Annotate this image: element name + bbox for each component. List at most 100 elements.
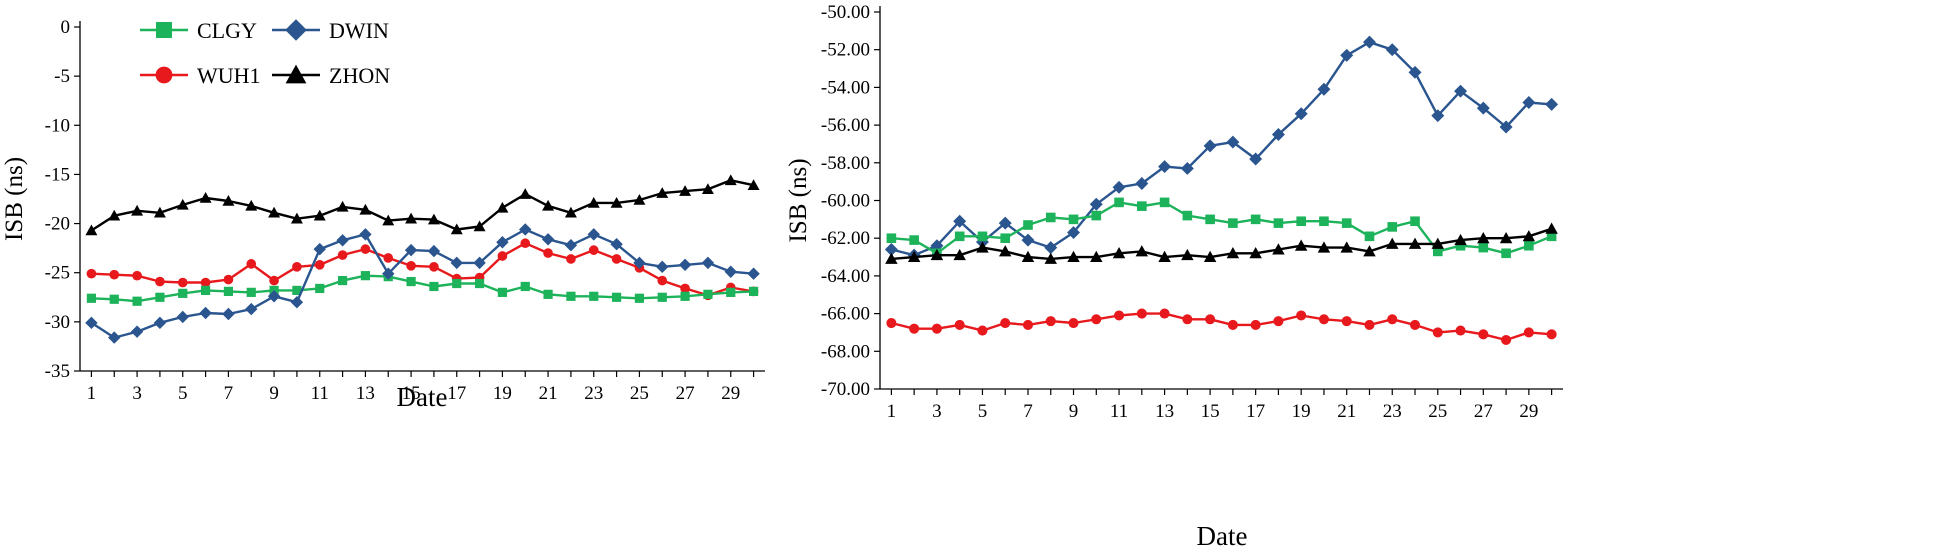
data-point-zhon bbox=[610, 196, 623, 208]
left-chart: 0-5-10-15-20-25-30-351 3 5 7 9 11 13 15 17 19 21 23… bbox=[1, 17, 765, 412]
data-point-zhon bbox=[1272, 243, 1285, 255]
data-point-zhon bbox=[1317, 241, 1331, 253]
data-point-zhon bbox=[953, 248, 966, 261]
data-point-clgy bbox=[726, 287, 736, 297]
data-point-clgy bbox=[611, 292, 622, 302]
data-point-dwin bbox=[427, 244, 441, 258]
data-point-zhon bbox=[313, 209, 326, 221]
data-point-zhon bbox=[199, 192, 212, 203]
data-point-zhon bbox=[564, 206, 577, 218]
data-point-wuh1 bbox=[954, 319, 965, 330]
x-tick-label: 17 bbox=[1246, 401, 1265, 422]
data-point-wuh1 bbox=[1022, 319, 1034, 330]
x-tick-label: 13 bbox=[1155, 401, 1174, 422]
data-point-zhon bbox=[450, 223, 463, 235]
data-point-wuh1 bbox=[223, 274, 234, 285]
legend-marker-wuh1 bbox=[155, 66, 173, 84]
data-point-dwin bbox=[1067, 226, 1080, 240]
x-tick-label: 7 bbox=[224, 383, 234, 404]
data-point-wuh1 bbox=[429, 261, 439, 272]
data-point-zhon bbox=[1545, 222, 1558, 234]
data-point-wuh1 bbox=[1045, 316, 1056, 327]
right-chart: -50.00 -52.00 -54.00 -56.00 -58.00 -60.00 -62.… bbox=[785, 2, 1563, 551]
data-point-clgy bbox=[1023, 220, 1033, 230]
data-point-wuh1 bbox=[1501, 334, 1512, 346]
data-point-dwin bbox=[541, 233, 555, 246]
data-point-dwin bbox=[953, 214, 967, 228]
data-point-clgy bbox=[1478, 242, 1489, 253]
data-point-zhon bbox=[1408, 237, 1422, 249]
data-point-clgy bbox=[132, 296, 142, 306]
data-point-zhon bbox=[1499, 231, 1513, 244]
data-point-zhon bbox=[1522, 230, 1536, 242]
data-point-wuh1 bbox=[1250, 319, 1261, 330]
data-point-zhon bbox=[176, 198, 189, 210]
data-point-wuh1 bbox=[1136, 308, 1147, 319]
data-point-zhon bbox=[1431, 237, 1445, 249]
x-tick-label: 5 bbox=[178, 383, 188, 404]
data-point-dwin bbox=[1089, 197, 1103, 211]
x-tick-label: 17 bbox=[447, 383, 466, 404]
data-point-zhon bbox=[1477, 231, 1490, 244]
data-point-zhon bbox=[222, 194, 235, 206]
x-tick-label: 1 bbox=[887, 401, 897, 422]
data-point-dwin bbox=[450, 256, 463, 270]
data-point-dwin bbox=[1158, 160, 1172, 174]
data-point-dwin bbox=[245, 302, 258, 316]
data-point-dwin bbox=[1317, 82, 1331, 96]
data-point-dwin bbox=[1203, 139, 1217, 153]
data-point-dwin bbox=[153, 316, 167, 330]
data-point-zhon bbox=[1294, 239, 1308, 251]
data-point-dwin bbox=[496, 236, 509, 249]
data-point-clgy bbox=[223, 286, 234, 296]
data-point-clgy bbox=[977, 231, 988, 242]
x-tick-label: 1 bbox=[87, 383, 97, 404]
data-point-zhon bbox=[587, 196, 600, 208]
data-point-zhon bbox=[405, 212, 418, 224]
data-point-clgy bbox=[886, 233, 897, 243]
data-point-clgy bbox=[1364, 231, 1375, 242]
data-point-wuh1 bbox=[292, 261, 302, 272]
data-point-wuh1 bbox=[1364, 319, 1375, 330]
data-point-clgy bbox=[429, 281, 439, 292]
data-point-wuh1 bbox=[1296, 310, 1307, 321]
x-tick-label: 25 bbox=[1428, 401, 1447, 422]
y-tick-label: -52.00 bbox=[821, 40, 870, 61]
data-point-clgy bbox=[954, 231, 965, 242]
data-point-zhon bbox=[1181, 248, 1194, 261]
data-point-wuh1 bbox=[520, 238, 531, 249]
series-line-zhon bbox=[891, 227, 1552, 261]
data-point-wuh1 bbox=[337, 250, 348, 260]
y-tick-label: -30 bbox=[45, 312, 70, 333]
data-point-wuh1 bbox=[977, 325, 988, 336]
data-point-zhon bbox=[1454, 233, 1467, 246]
data-point-clgy bbox=[109, 294, 119, 304]
series-line-zhon bbox=[90, 179, 754, 232]
data-point-wuh1 bbox=[680, 283, 690, 294]
x-tick-label: 11 bbox=[311, 383, 329, 404]
y-tick-label: -25 bbox=[45, 263, 70, 284]
x-tick-label: 13 bbox=[356, 383, 375, 404]
data-point-wuh1 bbox=[1205, 314, 1216, 325]
legend-marker-dwin bbox=[285, 19, 307, 41]
data-point-clgy bbox=[406, 276, 416, 287]
data-point-clgy bbox=[1159, 197, 1170, 208]
data-point-clgy bbox=[566, 291, 576, 301]
data-point-wuh1 bbox=[931, 323, 942, 334]
data-point-wuh1 bbox=[1273, 316, 1284, 327]
legend: CLGY DWIN WUH1 ZHON bbox=[140, 18, 390, 88]
data-point-dwin bbox=[656, 260, 669, 274]
data-point-wuh1 bbox=[1091, 314, 1102, 325]
x-tick-label: 27 bbox=[1474, 401, 1493, 422]
x-tick-label: 27 bbox=[676, 383, 695, 404]
data-point-dwin bbox=[222, 307, 235, 321]
data-point-zhon bbox=[1090, 250, 1103, 263]
data-point-wuh1 bbox=[886, 317, 897, 329]
data-point-dwin bbox=[1408, 65, 1422, 79]
data-point-dwin bbox=[1021, 233, 1035, 247]
data-point-dwin bbox=[587, 228, 600, 241]
data-point-zhon bbox=[382, 214, 395, 226]
series-line-wuh1 bbox=[891, 312, 1552, 342]
data-point-dwin bbox=[1476, 101, 1490, 115]
y-axis-label: ISB (ns) bbox=[785, 158, 812, 242]
